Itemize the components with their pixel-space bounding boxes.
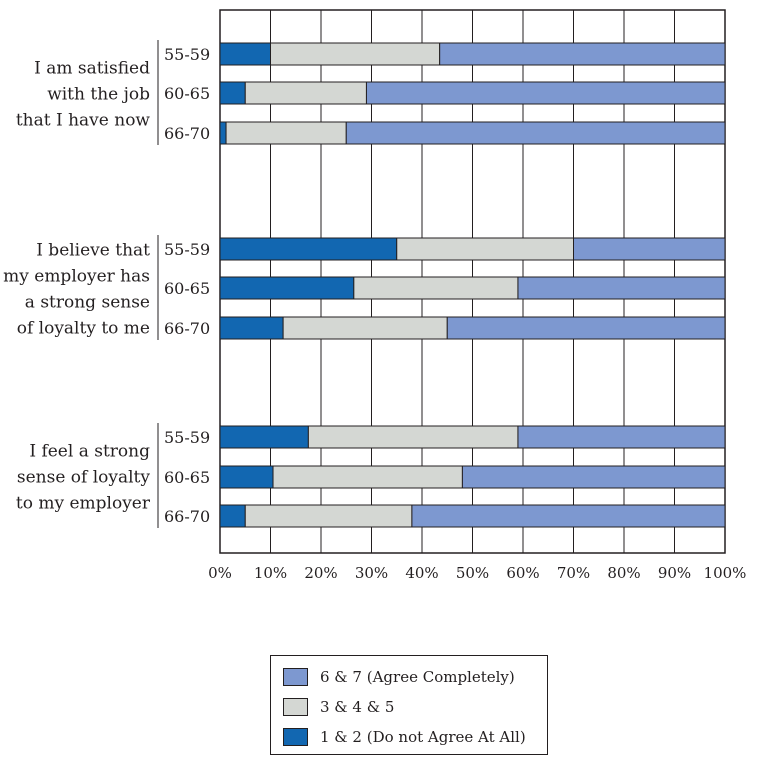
bar-segment [353,276,519,300]
bar-segment [219,465,274,489]
group-label-line: a strong sense [25,293,150,313]
age-label: 60-65 [164,279,210,298]
group-label-line: I believe that [36,241,150,261]
bar-segment [244,504,413,528]
bar-segment [573,237,726,261]
age-label: 60-65 [164,84,210,103]
age-label: 55-59 [164,428,210,447]
age-label: 66-70 [164,124,210,143]
group-label-line: I am satisfied [34,59,150,79]
group-label-line: sense of loyalty [17,468,151,488]
group-label-line: with the job [47,85,150,105]
legend-swatch-neutral [283,698,308,716]
bar-segment [244,81,367,105]
legend-swatch-agree-completely [283,668,308,686]
bar-segment [219,237,398,261]
legend-item-agree-completely: 6 & 7 (Agree Completely) [283,666,515,688]
bar-segment [365,81,726,105]
bar-segment [272,465,463,489]
group-label-line: to my employer [16,494,151,514]
age-label: 66-70 [164,319,210,338]
bar-segment [461,465,726,489]
x-tick-label: 60% [506,564,539,582]
bar-segment [270,42,441,66]
age-label: 66-70 [164,507,210,526]
group-label-line: that I have now [16,111,151,131]
x-tick-label: 100% [704,564,747,582]
stacked-bar-chart: 0% 10% 20% 30% 40% 50% 60% 70% 80% 90% 100% I am sa… [3,9,747,582]
legend-label-do-not-agree: 1 & 2 (Do not Agree At All) [320,728,526,746]
legend-swatch-do-not-agree [283,728,308,746]
x-tick-label: 50% [456,564,489,582]
bar-segment [225,121,347,145]
bar-segment [396,237,574,261]
group-label-line: I feel a strong [29,442,150,462]
bar-segment [219,276,355,300]
legend-label-agree-completely: 6 & 7 (Agree Completely) [320,668,515,686]
x-tick-label: 90% [658,564,691,582]
x-tick-label: 40% [405,564,438,582]
bar-segment [219,81,246,105]
bar-segment [517,425,726,449]
group-label-line: my employer has [3,267,150,287]
bar-segment [439,42,726,66]
bar-segment [446,316,726,340]
x-tick-label: 20% [304,564,337,582]
bar-segment [517,276,726,300]
age-label: 55-59 [164,45,210,64]
bar-segment [219,121,227,145]
legend: 6 & 7 (Agree Completely) 3 & 4 & 5 1 & 2… [270,655,548,755]
x-tick-label: 70% [557,564,590,582]
x-tick-label: 0% [208,564,232,582]
bar-segment [219,316,284,340]
legend-item-do-not-agree: 1 & 2 (Do not Agree At All) [283,726,526,748]
age-label: 55-59 [164,240,210,259]
group-label-line: of loyalty to me [17,319,150,339]
legend-item-neutral: 3 & 4 & 5 [283,696,394,718]
bar-segment [219,42,271,66]
age-label: 60-65 [164,468,210,487]
x-tick-label: 30% [355,564,388,582]
bar-segment [411,504,726,528]
x-tick-label: 80% [607,564,640,582]
bar-segment [282,316,448,340]
bar-segment [219,504,246,528]
x-tick-label: 10% [254,564,287,582]
bar-segment [307,425,519,449]
bar-segment [219,425,309,449]
bar-segment [345,121,726,145]
legend-label-neutral: 3 & 4 & 5 [320,698,395,716]
